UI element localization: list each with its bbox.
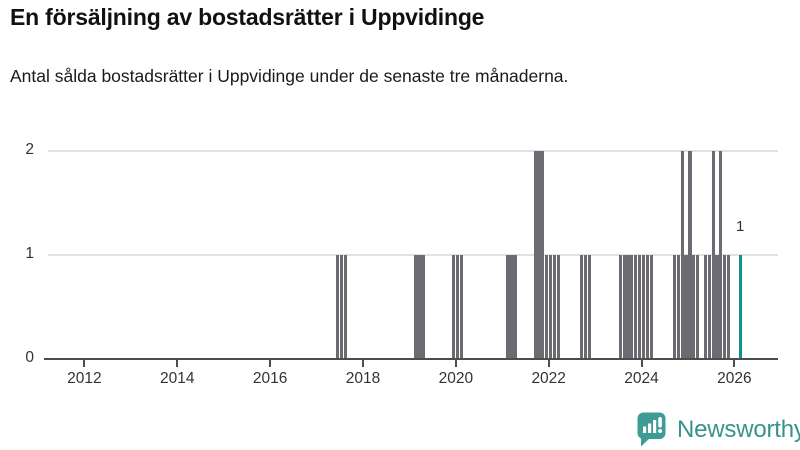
bar-highlight bbox=[738, 254, 742, 359]
chart-subtitle: Antal sålda bostadsrätter i Uppvidinge u… bbox=[10, 66, 569, 86]
bar-chart-speech-bubble-icon bbox=[637, 412, 666, 447]
bar-value-label: 1 bbox=[736, 217, 745, 235]
bar bbox=[638, 254, 642, 359]
x-axis-tick-label: 2022 bbox=[531, 369, 566, 387]
bar bbox=[552, 254, 557, 359]
bar bbox=[645, 254, 649, 359]
bar bbox=[649, 254, 653, 359]
y-gridline bbox=[48, 150, 778, 153]
x-axis-tick bbox=[454, 360, 457, 367]
bar bbox=[641, 254, 646, 359]
bar bbox=[676, 254, 680, 359]
y-axis-tick-label: 1 bbox=[25, 244, 34, 262]
bar bbox=[336, 254, 340, 359]
x-axis-tick-label: 2018 bbox=[345, 369, 381, 387]
bar bbox=[421, 254, 425, 359]
bar bbox=[413, 254, 417, 359]
bar bbox=[343, 254, 348, 359]
x-axis-tick bbox=[547, 360, 550, 367]
bar bbox=[715, 254, 719, 359]
bar bbox=[541, 151, 545, 359]
bar bbox=[556, 254, 560, 359]
bar bbox=[630, 254, 634, 359]
y-axis-tick-label: 2 bbox=[25, 141, 34, 159]
bar bbox=[618, 254, 622, 359]
x-axis-tick-label: 2016 bbox=[252, 369, 288, 387]
bar bbox=[719, 151, 723, 359]
bar bbox=[696, 254, 700, 359]
x-axis-line bbox=[44, 357, 778, 360]
bar bbox=[514, 254, 518, 359]
bar bbox=[417, 254, 421, 359]
bar bbox=[692, 254, 696, 359]
x-axis-tick-label: 2024 bbox=[624, 369, 659, 387]
x-axis-tick bbox=[83, 360, 86, 367]
bar bbox=[727, 254, 731, 359]
y-axis-tick-label: 0 bbox=[25, 348, 34, 366]
bar bbox=[684, 254, 688, 359]
bar bbox=[634, 254, 638, 359]
x-axis-tick bbox=[176, 360, 179, 367]
x-axis-tick bbox=[733, 360, 736, 367]
bar bbox=[626, 254, 630, 359]
x-axis-tick-label: 2020 bbox=[438, 369, 474, 387]
bar bbox=[340, 254, 344, 359]
bar bbox=[510, 254, 514, 359]
bar bbox=[703, 254, 707, 359]
bar bbox=[587, 254, 591, 359]
y-gridline bbox=[48, 253, 778, 256]
bar bbox=[723, 254, 727, 359]
bar bbox=[688, 151, 692, 359]
bar bbox=[537, 151, 541, 359]
bar bbox=[622, 254, 626, 359]
x-axis-tick-label: 2012 bbox=[67, 369, 102, 387]
bar bbox=[583, 254, 588, 359]
x-axis-tick-label: 2026 bbox=[717, 369, 752, 387]
brand-wordmark: Newsworthy bbox=[677, 415, 800, 443]
bar bbox=[452, 254, 456, 359]
x-axis-tick bbox=[269, 360, 272, 367]
chart-title: En försäljning av bostadsrätter i Uppvid… bbox=[10, 4, 485, 30]
bar bbox=[456, 254, 460, 359]
bar bbox=[711, 151, 715, 359]
x-axis-tick-label: 2014 bbox=[160, 369, 195, 387]
bar bbox=[460, 254, 464, 359]
bar bbox=[506, 254, 510, 359]
x-axis-tick bbox=[640, 360, 643, 367]
bar bbox=[707, 254, 711, 359]
x-axis-tick bbox=[361, 360, 364, 367]
bar bbox=[672, 254, 677, 359]
bar bbox=[545, 254, 549, 359]
bar bbox=[680, 151, 684, 359]
newsworthy-logo: Newsworthy bbox=[636, 411, 800, 448]
bar bbox=[533, 151, 537, 359]
bar bbox=[579, 254, 584, 359]
bar bbox=[549, 254, 553, 359]
